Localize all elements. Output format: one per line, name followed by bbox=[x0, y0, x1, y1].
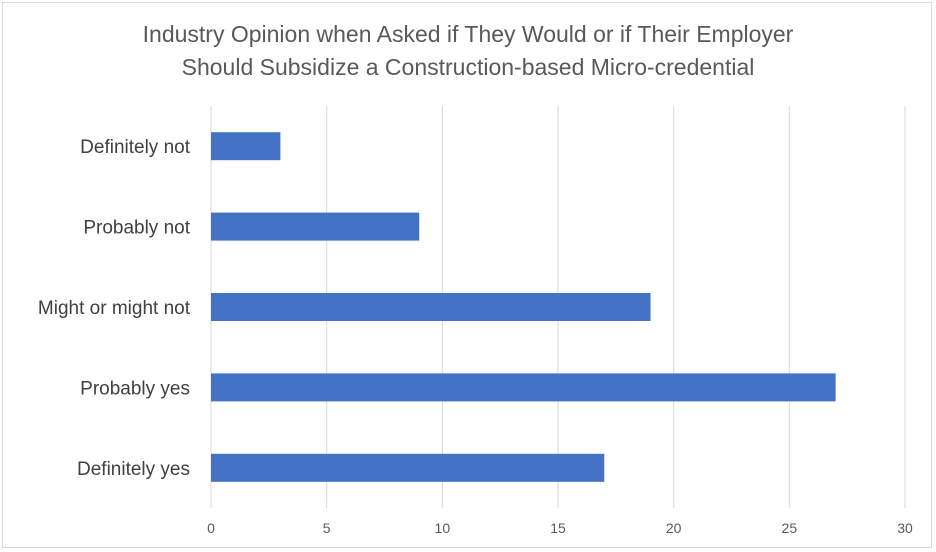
bars bbox=[211, 132, 836, 482]
bar-definitely-yes bbox=[211, 453, 605, 482]
x-tick-labels: 0 5 10 15 20 25 30 bbox=[207, 520, 913, 536]
bar-probably-yes bbox=[211, 373, 836, 402]
category-label: Definitely yes bbox=[77, 459, 190, 480]
chart-title: Industry Opinion when Asked if They Woul… bbox=[0, 18, 936, 84]
category-label: Probably yes bbox=[80, 378, 190, 399]
chart-title-line-1: Industry Opinion when Asked if They Woul… bbox=[142, 21, 794, 47]
chart-title-line-2: Should Subsidize a Construction-based Mi… bbox=[181, 54, 755, 80]
bar-might-or-might-not bbox=[211, 293, 651, 321]
x-tick-label: 20 bbox=[666, 520, 682, 536]
x-tick-label: 25 bbox=[782, 520, 798, 536]
category-labels: Definitely not Probably not Might or might… bbox=[38, 137, 191, 480]
x-tick-label: 0 bbox=[207, 520, 215, 536]
x-tick-label: 15 bbox=[550, 520, 566, 536]
x-tick-label: 10 bbox=[435, 520, 451, 536]
category-label: Might or might not bbox=[38, 298, 191, 319]
category-label: Probably not bbox=[83, 218, 190, 239]
bar-definitely-not bbox=[211, 132, 281, 161]
x-tick-label: 30 bbox=[897, 520, 913, 536]
bar-probably-not bbox=[211, 212, 420, 241]
category-label: Definitely not bbox=[80, 137, 191, 158]
x-tick-label: 5 bbox=[323, 520, 331, 536]
